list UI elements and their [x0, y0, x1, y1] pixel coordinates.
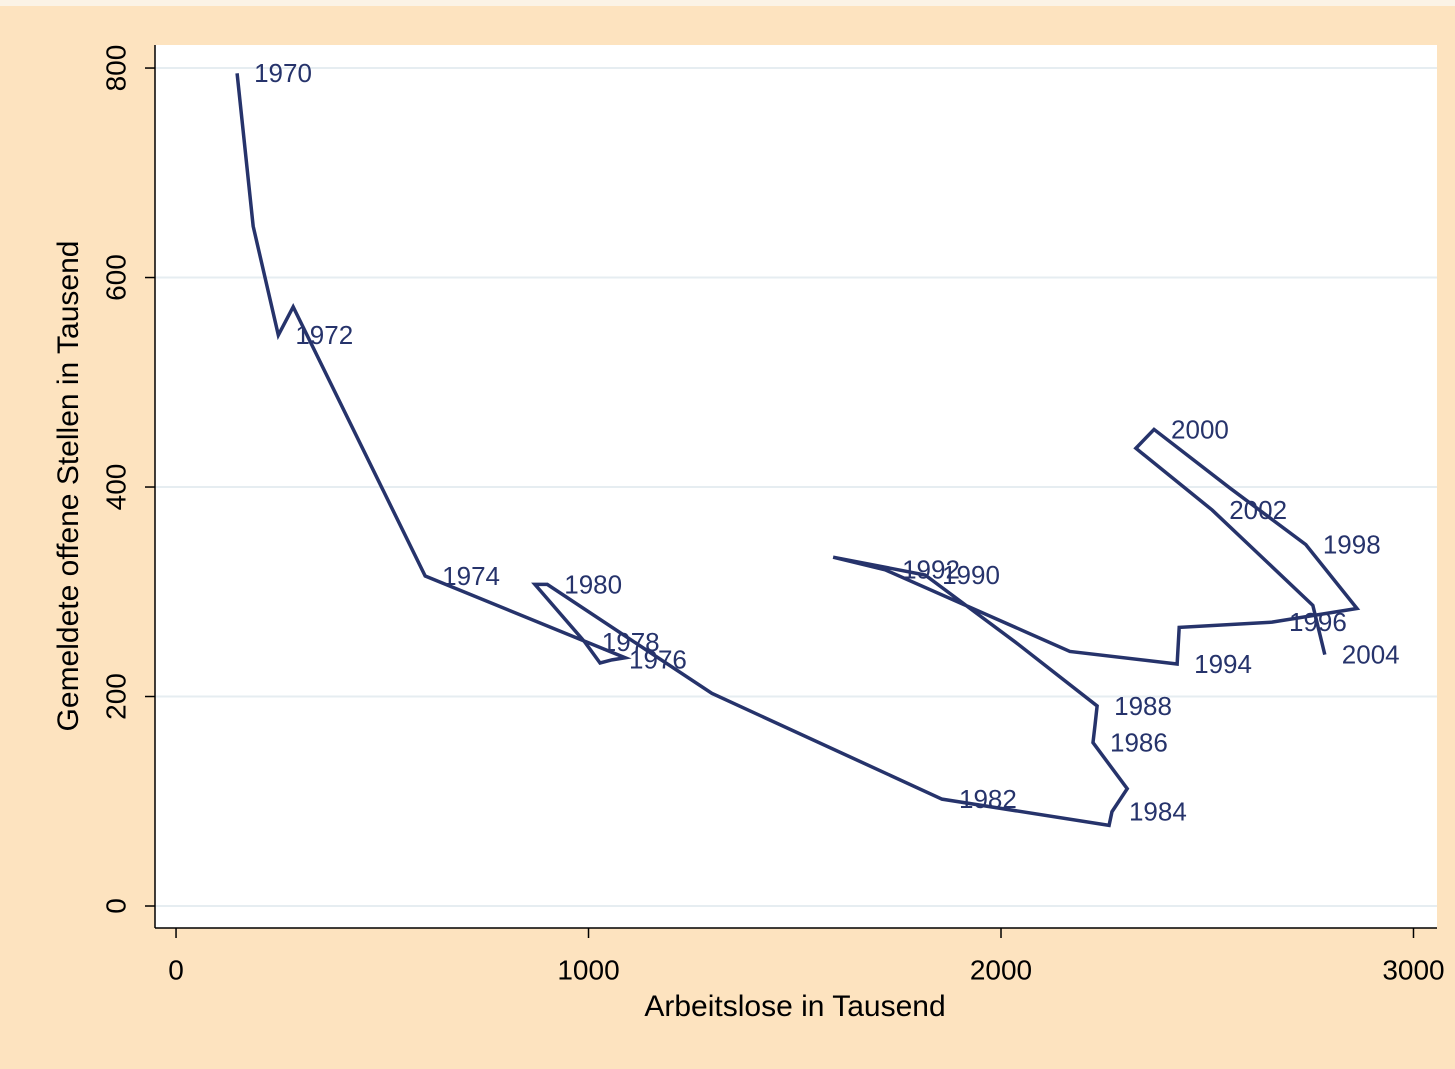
y-tick-label: 400	[100, 464, 131, 511]
x-tick-label: 3000	[1382, 954, 1444, 985]
y-tick-label: 800	[100, 45, 131, 92]
point-label: 2000	[1171, 414, 1229, 444]
x-tick-label: 1000	[557, 954, 619, 985]
x-tick-label: 0	[168, 954, 184, 985]
point-label: 1972	[295, 320, 353, 350]
point-label: 1974	[442, 561, 500, 591]
point-label: 1998	[1323, 530, 1381, 560]
y-tick-label: 600	[100, 254, 131, 301]
point-label: 1990	[942, 560, 1000, 590]
data-line	[235, 73, 1361, 828]
y-axis-title: Gemeldete offene Stellen in Tausend	[52, 241, 85, 732]
point-label: 1988	[1114, 691, 1172, 721]
y-tick-label: 0	[100, 898, 131, 914]
point-label: 1984	[1129, 797, 1187, 827]
x-tick-label: 2000	[970, 954, 1032, 985]
point-label: 1970	[254, 58, 312, 88]
y-tick-label: 200	[100, 673, 131, 720]
point-label: 1978	[602, 627, 660, 657]
point-label: 1996	[1289, 607, 1347, 637]
point-label: 1986	[1110, 727, 1168, 757]
x-axis-title: Arbeitslose in Tausend	[644, 990, 945, 1023]
point-label: 1976	[629, 645, 687, 675]
point-label: 1992	[902, 555, 960, 585]
point-label: 1980	[564, 569, 622, 599]
point-label: 2004	[1342, 639, 1400, 669]
point-label: 1982	[959, 784, 1017, 814]
point-label: 1994	[1194, 649, 1252, 679]
point-label: 2002	[1229, 495, 1287, 525]
top-edge	[0, 0, 1455, 6]
